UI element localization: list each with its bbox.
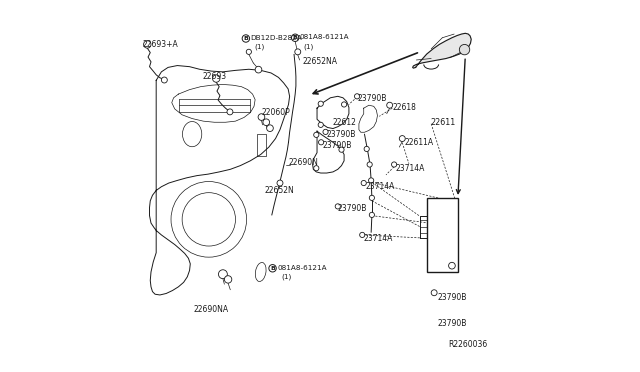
Text: 081A8-6121A: 081A8-6121A — [277, 264, 326, 270]
Circle shape — [339, 147, 344, 152]
Circle shape — [360, 232, 365, 237]
Text: 22690NA: 22690NA — [193, 305, 228, 314]
Text: 22618: 22618 — [392, 103, 416, 112]
Text: 22652N: 22652N — [264, 186, 294, 195]
Text: 23790B: 23790B — [338, 205, 367, 214]
Circle shape — [212, 75, 220, 82]
Text: (1): (1) — [282, 273, 292, 280]
Text: 22611A: 22611A — [404, 138, 434, 147]
Circle shape — [369, 212, 374, 218]
Text: (1): (1) — [303, 43, 314, 49]
Circle shape — [399, 136, 405, 141]
Text: 22693+A: 22693+A — [143, 40, 179, 49]
Circle shape — [431, 290, 437, 296]
Circle shape — [182, 193, 236, 246]
Polygon shape — [317, 96, 349, 129]
Circle shape — [367, 162, 372, 167]
Circle shape — [161, 77, 167, 83]
Circle shape — [319, 140, 324, 145]
Text: 23714A: 23714A — [364, 234, 393, 243]
Text: B: B — [243, 36, 248, 41]
Circle shape — [361, 180, 366, 186]
Circle shape — [369, 178, 374, 183]
Circle shape — [355, 94, 360, 99]
Circle shape — [263, 119, 269, 126]
Text: 22612: 22612 — [333, 118, 357, 127]
Circle shape — [449, 262, 455, 269]
Text: 23714A: 23714A — [396, 164, 426, 173]
Circle shape — [364, 146, 369, 151]
Circle shape — [295, 49, 301, 55]
Polygon shape — [312, 131, 344, 173]
Circle shape — [387, 102, 392, 108]
Circle shape — [171, 182, 246, 257]
Text: 23790B: 23790B — [326, 130, 356, 140]
Circle shape — [267, 125, 273, 132]
Text: 22652NA: 22652NA — [303, 57, 337, 66]
Circle shape — [335, 204, 340, 209]
Circle shape — [246, 49, 252, 54]
Text: (1): (1) — [255, 44, 265, 50]
Circle shape — [369, 195, 374, 201]
Text: 22060P: 22060P — [262, 108, 291, 117]
FancyBboxPatch shape — [427, 198, 458, 272]
Text: 23714A: 23714A — [365, 182, 395, 190]
Text: 23790B: 23790B — [437, 319, 467, 328]
Text: 22611: 22611 — [431, 118, 456, 127]
Text: DB12D-B282A: DB12D-B282A — [250, 35, 302, 41]
Text: R2260036: R2260036 — [448, 340, 488, 349]
Circle shape — [314, 166, 319, 171]
Circle shape — [227, 109, 233, 115]
Circle shape — [342, 102, 347, 107]
Circle shape — [218, 270, 227, 279]
Circle shape — [258, 114, 265, 121]
Text: 23790B: 23790B — [437, 294, 467, 302]
Circle shape — [242, 35, 250, 42]
Circle shape — [143, 41, 151, 48]
Polygon shape — [359, 105, 378, 132]
Circle shape — [323, 129, 328, 135]
Text: 22693: 22693 — [202, 72, 227, 81]
Circle shape — [460, 44, 470, 55]
Circle shape — [314, 132, 319, 137]
Text: 23790B: 23790B — [323, 141, 353, 151]
Polygon shape — [150, 65, 290, 295]
Text: 081A8-6121A: 081A8-6121A — [300, 33, 349, 40]
Circle shape — [392, 162, 397, 167]
Text: 23790B: 23790B — [357, 94, 387, 103]
Circle shape — [318, 122, 323, 128]
Circle shape — [318, 101, 323, 106]
Circle shape — [225, 276, 232, 283]
Circle shape — [269, 264, 276, 272]
Circle shape — [277, 180, 283, 186]
Circle shape — [291, 34, 299, 41]
Circle shape — [255, 66, 262, 73]
Text: B: B — [292, 35, 298, 40]
Text: 22690N: 22690N — [289, 158, 318, 167]
Text: B: B — [270, 266, 275, 271]
Polygon shape — [413, 33, 471, 68]
